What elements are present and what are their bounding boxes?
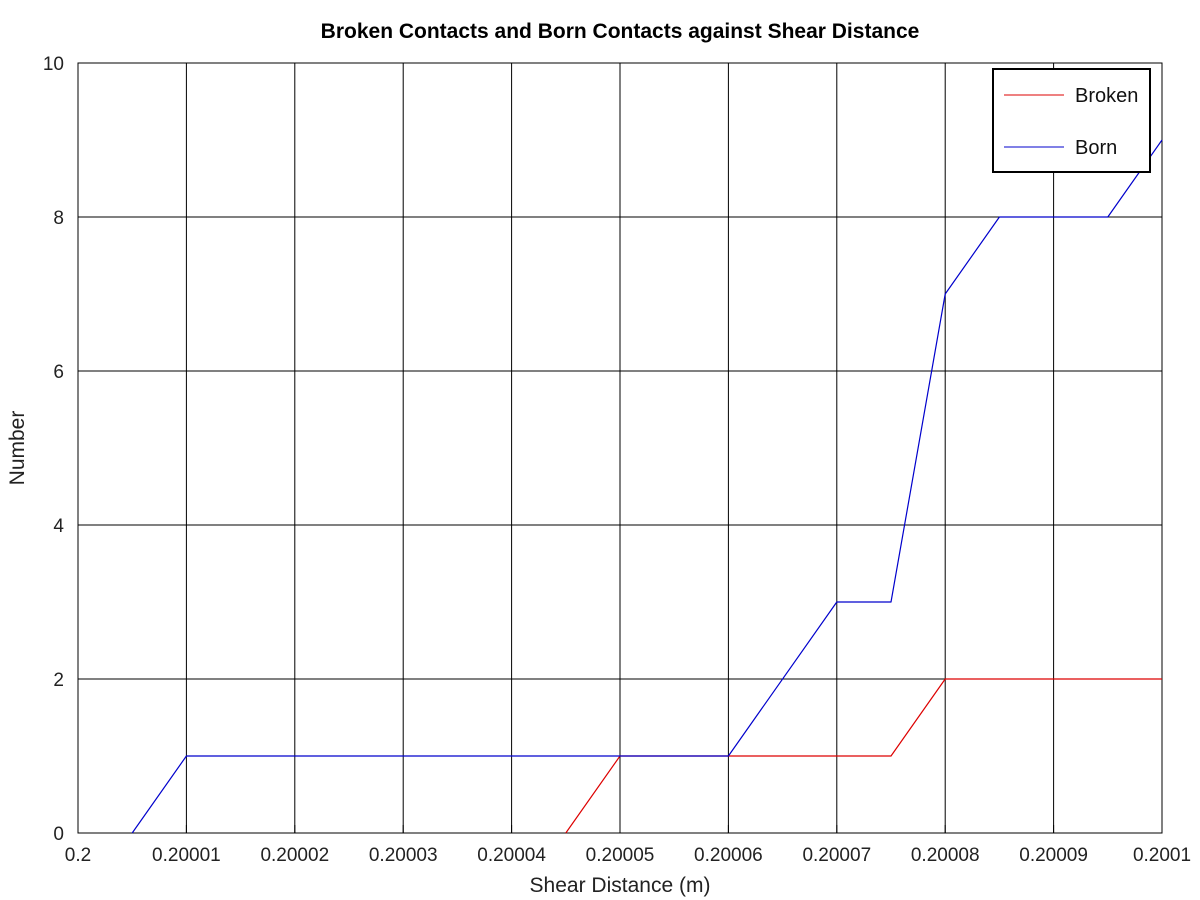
y-axis-tick-labels: 0 2 4 6 8 10 [43, 54, 65, 845]
legend-box [992, 68, 1151, 173]
legend-label-broken: Broken [1075, 85, 1138, 107]
axis-ticks [77, 62, 1163, 834]
y-tick-label: 4 [53, 516, 64, 537]
y-axis-title: Number [6, 411, 29, 486]
x-tick-label: 0.20001 [152, 845, 221, 866]
x-tick-label: 0.20003 [369, 845, 438, 866]
x-tick-label: 0.2001 [1133, 845, 1191, 866]
x-axis-tick-labels: 0.2 0.20001 0.20002 0.20003 0.20004 0.20005 0.… [65, 845, 1191, 866]
y-tick-label: 6 [53, 362, 64, 383]
x-tick-label: 0.20007 [802, 845, 871, 866]
y-tick-label: 0 [53, 824, 64, 845]
x-tick-label: 0.20008 [911, 845, 980, 866]
y-tick-label: 8 [53, 208, 64, 229]
series-lines [131, 139, 1163, 834]
x-tick-label: 0.2 [65, 845, 91, 866]
x-axis-title: Shear Distance (m) [530, 874, 711, 897]
series-line-born [131, 139, 1163, 834]
x-tick-label: 0.20005 [586, 845, 655, 866]
chart-title: Broken Contacts and Born Contacts agains… [321, 20, 920, 43]
x-tick-label: 0.20002 [260, 845, 329, 866]
legend: Broken Born [992, 68, 1151, 173]
x-tick-label: 0.20004 [477, 845, 546, 866]
x-tick-label: 0.20009 [1019, 845, 1088, 866]
y-tick-label: 10 [43, 54, 64, 75]
x-tick-label: 0.20006 [694, 845, 763, 866]
y-tick-label: 2 [53, 670, 64, 691]
legend-label-born: Born [1075, 137, 1117, 159]
